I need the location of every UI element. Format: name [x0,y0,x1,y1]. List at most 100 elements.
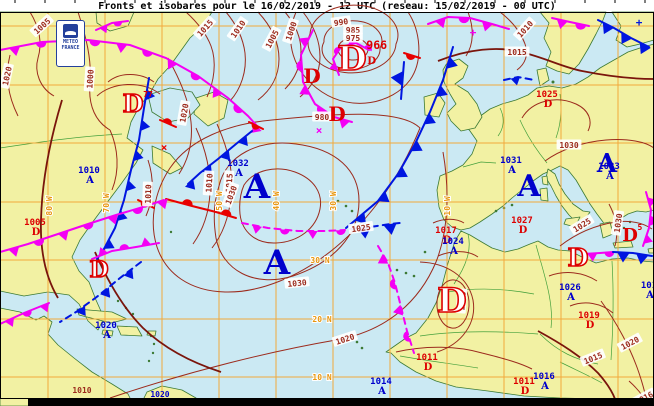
cold-front-line [59,261,142,323]
front-triangle [424,113,436,125]
logo-line1: METEO [62,39,79,45]
high-letter: A [377,386,386,397]
high-letter: A [566,292,575,303]
low-value: 1027 [511,216,533,226]
isobar-label-bg [610,210,625,236]
front-triangle [141,237,151,247]
isobar-label-text: 1020 [178,103,190,124]
front-semicircle [335,229,346,236]
front-triangle [212,87,223,98]
front-triangle [75,305,86,317]
isobar-label-bg [202,170,215,196]
grid-label: 70 W [102,193,111,212]
front-semicircle [458,17,470,24]
front-semicircle [182,199,193,207]
front-triangle [8,246,20,257]
isobar-label: 1015 [504,46,530,57]
cold-front-line [345,46,454,229]
isobar-label-text: 985 [346,26,361,35]
front-triangle [435,17,446,29]
isobar-label-bg [0,62,14,89]
front-triangle [298,37,310,48]
front-triangle [167,58,178,70]
front-semicircle [113,21,122,27]
depression-value: 5 [638,223,643,232]
isobar-label-bg [193,15,217,40]
isobar-label-text: 975 [346,34,361,43]
front-triangle [602,22,614,35]
grid-label: 30 N [310,256,329,265]
grid-label: 10 N [312,373,331,382]
isobar-label: 1030 [556,139,582,150]
front-semicircle [403,331,411,342]
isobar-label-text: 980 [315,113,330,122]
isobar-label-bg [455,288,468,314]
isobar-label-bg [343,24,363,35]
front-semicircle [364,45,372,52]
front-triangle [354,212,367,225]
front-triangle [133,150,144,162]
front-semicircle [35,41,47,48]
isobar-label-bg [504,46,530,57]
front-triangle [481,21,493,32]
front-semicircle [89,40,101,47]
occluded-front-line [331,41,370,76]
depression-value: 966 [366,38,387,52]
isobar-label-bg [282,17,299,44]
map-title: Fronts et isobares pour le 16/02/2019 - … [98,1,556,12]
low-value: 1011 [513,377,535,387]
land-hispaniola [116,325,143,337]
land-nova-scotia [151,145,183,175]
depression-letter: D [89,257,108,283]
isobar-label: 980 [312,111,332,122]
depression-letter: D [328,102,345,126]
isobar-label-bg [513,16,537,41]
high-value: 1026 [559,283,581,293]
low-value: 1019 [578,311,600,321]
front-triangle [390,71,404,86]
front-cross-symbol: + [470,26,477,39]
front-triangle [116,43,128,53]
low-letter: D [586,320,595,331]
isobar-label-bg [142,181,153,207]
isobar-label-bg [579,348,606,367]
grid-label: 10 W [443,196,452,215]
front-triangle [57,230,69,241]
front-triangle [617,252,630,263]
front-triangle [636,253,649,265]
high-letter: A [645,290,654,301]
land-great-britain [442,58,483,132]
front-semicircle [333,47,341,55]
high-value: 1032 [227,159,249,169]
front-semicircle [33,238,45,246]
low-value: 1011 [416,353,438,363]
isobar-label-bg [348,220,374,235]
land-europe [436,43,654,233]
occluded-front-line [377,245,415,354]
isobar-label-bg [343,32,363,43]
isobar-label: 1030 [284,276,310,289]
depression-letter: D [622,225,638,246]
anticyclone-letter: A [596,149,618,179]
isobar-label-text: 1030 [287,278,307,289]
front-triangle [104,238,115,249]
front-triangle [410,140,423,152]
land-denmark [536,67,550,87]
front-cross-symbol: × [302,35,309,48]
front-semicircle [296,60,303,72]
isobar-label-text: 1000 [85,69,95,89]
isobar-label-bg [83,66,96,92]
isobar-label: 1010 [202,170,215,196]
front-triangle [329,62,338,71]
front-triangle [647,197,654,207]
low-letter: D [544,99,553,110]
grid-label: 40 W [272,191,281,210]
front-semicircle [82,222,94,230]
high-letter: A [102,330,111,341]
high-letter: A [507,165,516,176]
isobar-label-text: 1015 [457,291,467,311]
meteo-france-logo: METEO FRANCE [56,20,85,67]
front-triangle [339,118,350,129]
depression-letter: D [568,243,589,272]
